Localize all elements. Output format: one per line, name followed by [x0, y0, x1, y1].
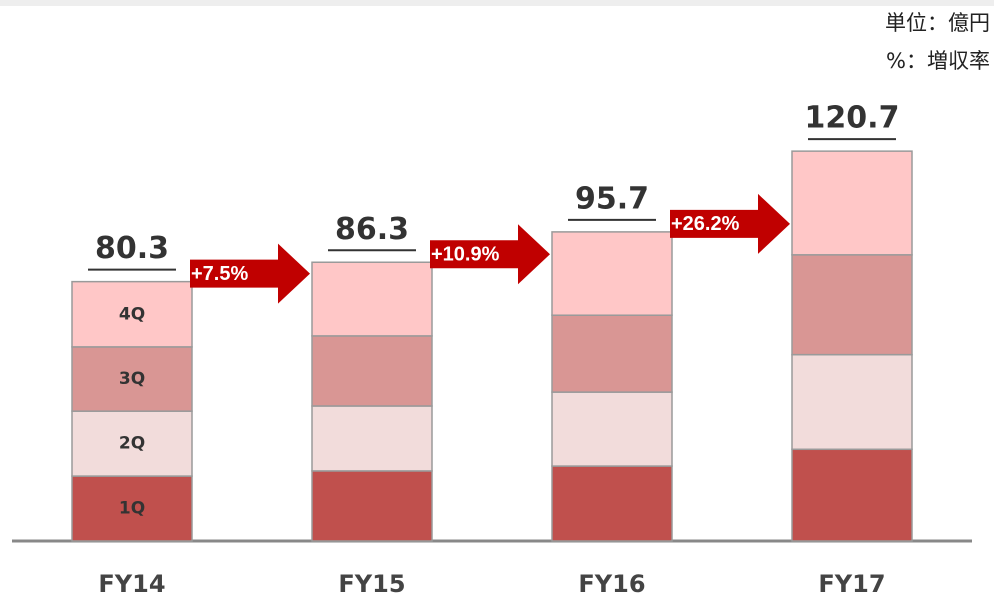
x-tick-label: FY14	[98, 570, 165, 598]
bar-segment	[791, 254, 913, 356]
total-label: 80.3	[95, 231, 169, 266]
unit-note: 単位：億円	[885, 11, 990, 35]
segment-label: 3Q	[119, 369, 145, 389]
total-label: 86.3	[335, 212, 409, 247]
bar-segment	[311, 335, 433, 407]
bar-segment	[551, 391, 673, 467]
growth-label: +7.5%	[191, 263, 248, 285]
total-label: 95.7	[575, 181, 649, 216]
growth-arrow	[430, 224, 550, 285]
bar-segment	[791, 448, 913, 542]
top-bar	[0, 0, 994, 6]
bar-segment	[551, 465, 673, 542]
growth-label: +10.9%	[431, 244, 500, 266]
x-tick-label: FY16	[578, 570, 645, 598]
growth-arrow	[190, 243, 310, 304]
growth-label: +26.2%	[671, 213, 740, 235]
bar-segment	[71, 410, 193, 477]
segment-label: 4Q	[119, 304, 145, 324]
bar-segment	[791, 353, 913, 451]
unit-note: %：増収率	[886, 49, 990, 73]
bar-segment	[791, 150, 913, 256]
bar-segment	[311, 261, 433, 337]
segment-label: 1Q	[119, 499, 145, 519]
bar-segment	[71, 475, 193, 542]
segment-label: 2Q	[119, 434, 145, 454]
x-tick-label: FY17	[818, 570, 885, 598]
total-label: 120.7	[805, 101, 900, 136]
bar-segment	[551, 314, 673, 393]
bar-segment	[311, 470, 433, 542]
x-tick-label: FY15	[338, 570, 405, 598]
growth-arrow	[670, 193, 790, 254]
bar-segment	[551, 231, 673, 316]
bar-segment	[71, 280, 193, 348]
bar-segment	[311, 405, 433, 472]
